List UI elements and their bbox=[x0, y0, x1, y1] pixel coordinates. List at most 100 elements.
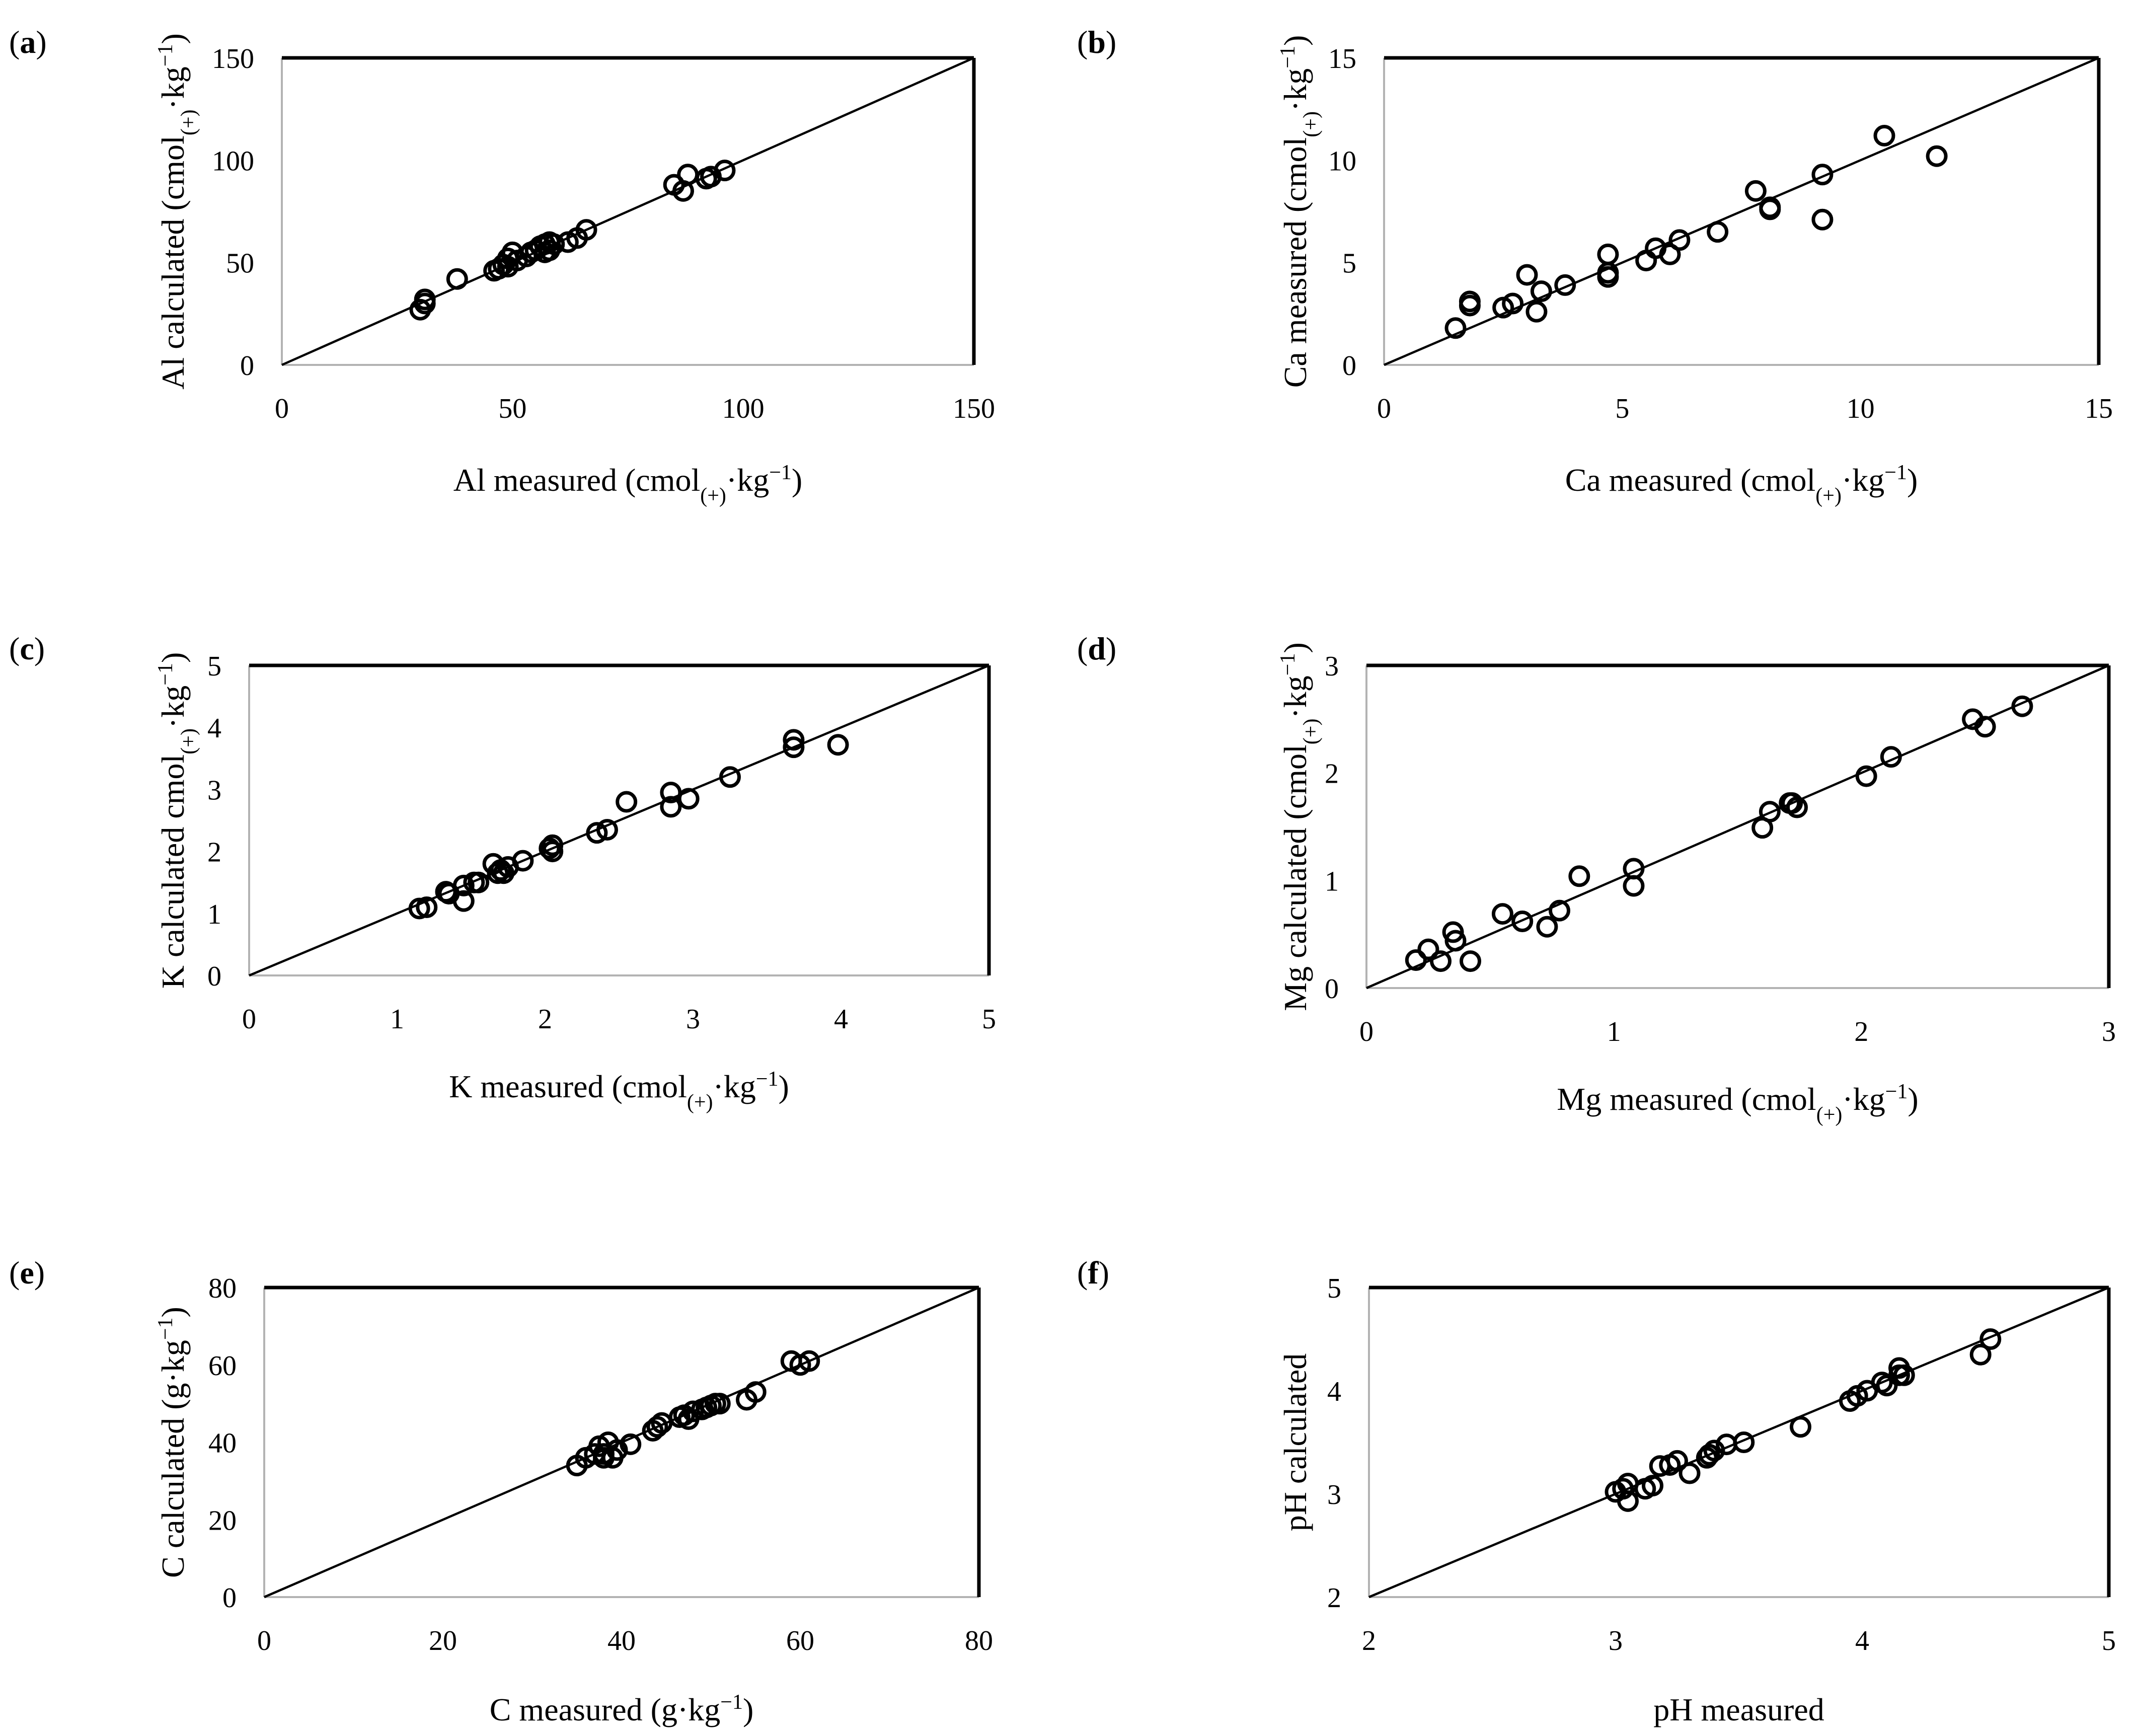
data-point bbox=[677, 788, 700, 810]
panel-label-e: (e) bbox=[9, 1255, 45, 1291]
x-axis-title: Mg measured (cmol(+)·kg−1) bbox=[1557, 1080, 1918, 1126]
data-point bbox=[719, 766, 741, 788]
reference-line-1to1 bbox=[1366, 664, 2109, 990]
y-tick-label: 10 bbox=[1328, 145, 1356, 177]
data-point bbox=[1459, 290, 1481, 313]
data-point bbox=[512, 850, 534, 872]
data-point bbox=[827, 734, 849, 756]
data-point bbox=[1491, 903, 1513, 925]
data-point bbox=[1442, 921, 1464, 943]
data-point bbox=[1405, 949, 1427, 971]
data-point bbox=[1525, 300, 1548, 323]
data-point bbox=[1430, 950, 1452, 972]
data-point bbox=[452, 874, 475, 896]
y-axis-title: K calculated cmol(+)·kg−1) bbox=[154, 652, 200, 989]
x-tick-label: 3 bbox=[2102, 1016, 2116, 1047]
data-point bbox=[1969, 1343, 1992, 1366]
data-point bbox=[1790, 1416, 1811, 1438]
panel-label-d: (d) bbox=[1077, 631, 1116, 666]
y-tick-label: 5 bbox=[1342, 248, 1356, 279]
data-point bbox=[1811, 164, 1834, 186]
data-point bbox=[1786, 796, 1808, 818]
data-point bbox=[1511, 911, 1534, 933]
data-point bbox=[1926, 145, 1948, 167]
data-point bbox=[1759, 196, 1781, 218]
data-point bbox=[1979, 1328, 2002, 1350]
x-tick-label: 2 bbox=[1854, 1016, 1868, 1047]
data-point bbox=[468, 871, 490, 893]
y-tick-label: 20 bbox=[208, 1505, 237, 1536]
x-tick-label: 20 bbox=[429, 1625, 457, 1656]
data-point bbox=[1974, 716, 1996, 738]
y-tick-label: 0 bbox=[240, 350, 254, 382]
x-tick-label: 2 bbox=[538, 1004, 552, 1035]
y-tick-label: 2 bbox=[1325, 759, 1339, 790]
x-tick-label: 0 bbox=[1359, 1016, 1373, 1047]
data-point bbox=[1668, 229, 1691, 251]
y-tick-label: 3 bbox=[1325, 651, 1339, 682]
panel-e: (e) 0 20 40 60 80 0 20 40 60 80 C measured (g·kg−1)… bbox=[9, 1255, 993, 1727]
y-axis-title: C calculated (g·kg−1) bbox=[154, 1307, 191, 1578]
data-point bbox=[783, 736, 805, 759]
data-point bbox=[1893, 1364, 1915, 1386]
x-tick-label: 50 bbox=[498, 393, 526, 424]
data-point bbox=[575, 219, 597, 241]
x-tick-label: 3 bbox=[1609, 1625, 1623, 1656]
panel-c: (c) 0 1 2 3 4 5 0 1 2 3 4 5 K measured (cmol(+)·kg−1)… bbox=[9, 631, 996, 1114]
x-tick-label: 5 bbox=[1615, 393, 1629, 424]
data-point bbox=[709, 1393, 731, 1415]
data-point bbox=[606, 1439, 628, 1461]
panel-f: (f) 2 3 4 5 2 3 4 5 pH measured pH calculated bbox=[1077, 1255, 2116, 1727]
panel-label-f: (f) bbox=[1077, 1255, 1109, 1291]
data-point bbox=[1811, 208, 1834, 231]
reference-line-1to1 bbox=[1384, 56, 2099, 366]
y-tick-label: 1 bbox=[207, 899, 221, 930]
x-tick-label: 80 bbox=[965, 1625, 993, 1656]
x-tick-label: 0 bbox=[1377, 393, 1391, 424]
y-axis-title: Mg calculated (cmol(+)·kg−1) bbox=[1276, 642, 1323, 1011]
data-point bbox=[1678, 1462, 1701, 1484]
x-tick-label: 0 bbox=[257, 1625, 271, 1656]
x-tick-label: 4 bbox=[834, 1004, 848, 1035]
data-point bbox=[542, 834, 564, 856]
panel-a: (a) 0 50 100 150 0 50 100 150 Al measured (cmol(+… bbox=[9, 24, 995, 507]
data-point bbox=[798, 1350, 820, 1372]
data-point bbox=[1536, 916, 1558, 938]
data-point bbox=[416, 896, 438, 918]
data-point bbox=[1502, 292, 1524, 315]
data-point bbox=[1666, 1450, 1688, 1472]
data-point bbox=[1642, 1475, 1663, 1497]
y-tick-label: 100 bbox=[212, 145, 254, 177]
y-tick-label: 150 bbox=[212, 43, 254, 74]
panel-label-c: (c) bbox=[9, 631, 45, 666]
y-tick-label: 40 bbox=[208, 1428, 237, 1459]
data-point bbox=[1707, 221, 1729, 243]
y-axis-title: Ca measured (cmol(+)·kg−1) bbox=[1276, 35, 1323, 388]
x-tick-label: 40 bbox=[607, 1625, 636, 1656]
data-point bbox=[1554, 274, 1576, 296]
y-tick-label: 2 bbox=[207, 837, 221, 868]
data-point bbox=[1516, 264, 1538, 286]
reference-line-1to1 bbox=[1368, 1286, 2109, 1599]
x-tick-label: 60 bbox=[786, 1625, 814, 1656]
x-tick-label: 1 bbox=[390, 1004, 404, 1035]
data-point bbox=[452, 890, 475, 912]
data-point bbox=[1733, 1431, 1755, 1453]
data-point bbox=[744, 1381, 767, 1403]
data-point bbox=[677, 164, 699, 186]
data-point bbox=[1444, 930, 1467, 952]
data-point bbox=[1444, 317, 1467, 339]
data-point bbox=[1873, 125, 1895, 147]
data-point bbox=[1659, 243, 1681, 265]
x-axis-title: Ca measured (cmol(+)·kg−1) bbox=[1565, 461, 1918, 507]
x-tick-label: 0 bbox=[242, 1004, 256, 1035]
data-point bbox=[596, 818, 618, 841]
x-axis-title: Al measured (cmol(+)·kg−1) bbox=[453, 461, 802, 507]
x-tick-label: 100 bbox=[722, 393, 765, 424]
y-tick-label: 50 bbox=[226, 248, 254, 279]
y-tick-label: 60 bbox=[208, 1350, 237, 1382]
y-tick-label: 15 bbox=[1328, 43, 1356, 74]
x-axis-title: C measured (g·kg−1) bbox=[490, 1691, 754, 1727]
